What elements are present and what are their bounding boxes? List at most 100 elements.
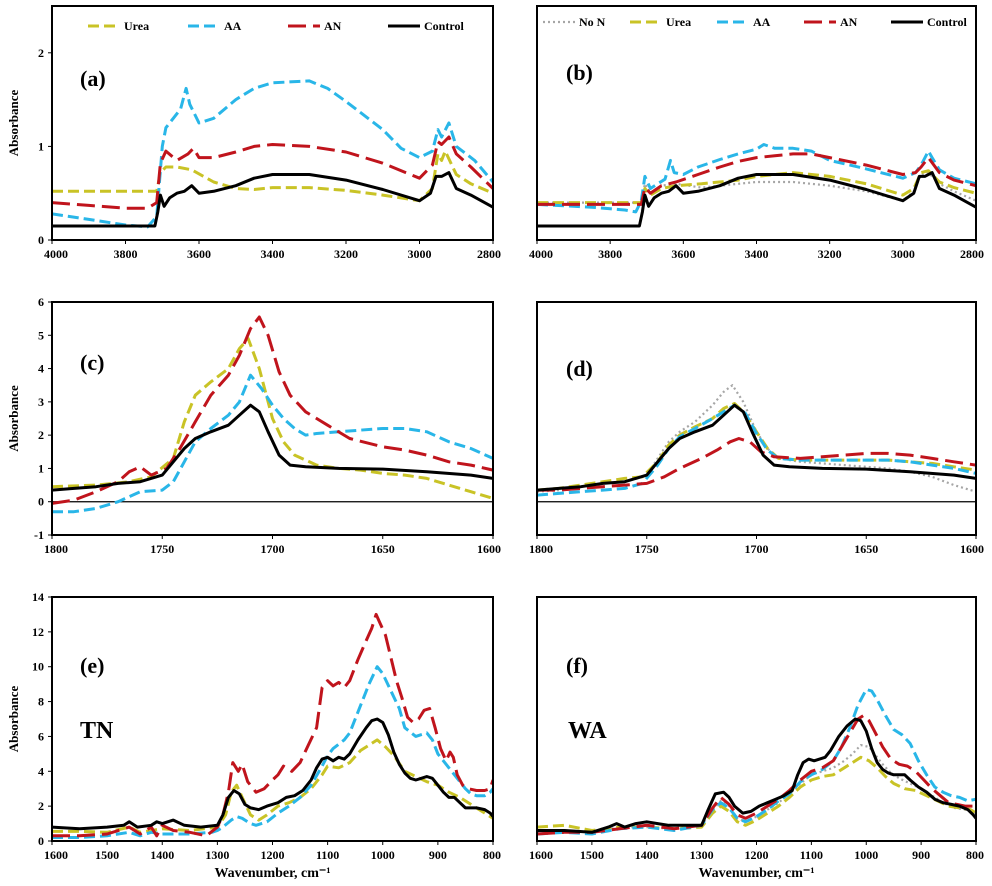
y-tick-label: 1 (38, 139, 44, 153)
legend-label: Control (424, 19, 464, 33)
x-tick-label: 1800 (44, 542, 68, 556)
series-line-no-n (537, 171, 976, 204)
panel-label: (e) (80, 653, 104, 678)
x-tick-label: 3800 (114, 247, 138, 261)
x-tick-label: 3000 (408, 247, 432, 261)
series-line-aa (52, 373, 493, 514)
x-tick-label: 1200 (745, 848, 769, 862)
y-tick-label: 2 (38, 46, 44, 60)
series-line-urea (52, 337, 493, 500)
plot-frame (536, 301, 977, 536)
x-tick-label: 2800 (960, 247, 984, 261)
x-tick-label: 1400 (635, 848, 659, 862)
x-tick-label: 900 (429, 848, 447, 862)
panel-label: (f) (566, 653, 588, 678)
x-tick-label: 1300 (205, 848, 229, 862)
x-tick-label: 1000 (371, 848, 395, 862)
panel-label: (c) (80, 350, 104, 375)
x-tick-label: 1600 (477, 542, 501, 556)
x-tick-label: 3600 (671, 247, 695, 261)
panel-a: 4000 3800 3600 3400 3200 3000 2800 0 1 2 Absorbanc… (6, 5, 501, 261)
x-tick-label: 1750 (635, 542, 659, 556)
y-tick-label: 0 (38, 834, 44, 848)
y-tick-label: 0 (38, 233, 44, 247)
y-tick-label: 2 (38, 428, 44, 442)
x-tick-label: 1700 (261, 542, 285, 556)
series-line-control (537, 717, 976, 834)
legend-label: Control (927, 15, 967, 29)
series-line-aa (537, 403, 976, 497)
legend-label: Urea (124, 19, 149, 33)
x-tick-label: 1650 (854, 542, 878, 556)
series-line-urea (537, 755, 976, 832)
x-tick-label: 4000 (529, 247, 553, 261)
series-line-an (537, 152, 976, 206)
x-tick-label: 1600 (529, 848, 553, 862)
x-tick-label: 1500 (580, 848, 604, 862)
y-tick-label: 4 (38, 362, 44, 376)
x-tick-label: 800 (966, 848, 984, 862)
x-tick-label: 3200 (334, 247, 358, 261)
panel-d: 1800 1750 1700 1650 1600 (d) (529, 301, 984, 556)
x-tick-label: 1700 (745, 542, 769, 556)
legend-label: AN (324, 19, 342, 33)
y-tick-label: 6 (38, 295, 44, 309)
x-tick-label: 3600 (187, 247, 211, 261)
x-tick-label: 2800 (477, 247, 501, 261)
y-tick-label: 0 (38, 495, 44, 509)
y-tick-label: 1 (38, 461, 44, 475)
x-axis-label: Wavenumber, cm⁻¹ (214, 866, 330, 881)
y-tick-label: 10 (32, 660, 44, 674)
series-line-control (537, 403, 976, 492)
y-axis-label: Absorbance (6, 686, 21, 753)
plot-frame (51, 5, 494, 241)
series-line-control (537, 171, 976, 228)
y-tick-label: 12 (32, 625, 44, 639)
y-tick-label: -1 (34, 528, 44, 542)
x-tick-label: 1500 (95, 848, 119, 862)
x-tick-label: 900 (912, 848, 930, 862)
legend: Urea AA AN Control (88, 19, 464, 33)
x-tick-label: 1300 (690, 848, 714, 862)
y-tick-label: 2 (38, 799, 44, 813)
legend-label: No N (579, 15, 606, 29)
x-tick-label: 1400 (150, 848, 174, 862)
panel-b: 4000 3800 3600 3400 3200 3000 2800 (b) No N Urea A… (529, 5, 984, 261)
y-tick-label: 4 (38, 764, 44, 778)
panel-e: 1600 1500 1400 1300 1200 1100 1000 900 800 0 2 4 6 8 1… (6, 590, 501, 881)
panel-f: 1600 1500 1400 1300 1200 1100 1000 900 800 Wavenu… (529, 596, 984, 881)
x-tick-label: 1100 (800, 848, 823, 862)
y-tick-label: 6 (38, 729, 44, 743)
legend: No N Urea AA AN Control (543, 15, 967, 29)
x-tick-label: 1100 (316, 848, 339, 862)
x-tick-label: 1650 (371, 542, 395, 556)
x-tick-label: 1800 (529, 542, 553, 556)
series-line-urea (52, 149, 493, 203)
x-axis-label: Wavenumber, cm⁻¹ (698, 866, 814, 881)
series-line-an (52, 612, 493, 838)
x-tick-label: 1000 (854, 848, 878, 862)
x-tick-label: 1600 (44, 848, 68, 862)
x-tick-label: 3400 (261, 247, 285, 261)
series-line-control (52, 171, 493, 228)
x-tick-label: 800 (483, 848, 501, 862)
series-line-aa (52, 79, 493, 229)
inset-label: TN (80, 718, 114, 744)
x-tick-label: 3400 (745, 247, 769, 261)
x-tick-label: 4000 (44, 247, 68, 261)
panel-label: (b) (566, 60, 593, 85)
legend-label: AN (840, 15, 858, 29)
panel-c: 1800 1750 1700 1650 1600 -1 0 1 2 3 4 5 6 Absorbance (… (6, 295, 501, 556)
x-tick-label: 1750 (150, 542, 174, 556)
y-axis-label: Absorbance (6, 90, 21, 157)
y-tick-label: 3 (38, 395, 44, 409)
series-line-aa (537, 687, 976, 836)
y-axis-label: Absorbance (6, 385, 21, 452)
x-tick-label: 1200 (261, 848, 285, 862)
series-line-urea (537, 169, 976, 205)
x-tick-label: 3200 (818, 247, 842, 261)
x-tick-label: 3000 (891, 247, 915, 261)
x-tick-label: 1600 (960, 542, 984, 556)
y-tick-label: 14 (32, 590, 44, 604)
y-tick-label: 8 (38, 695, 44, 709)
